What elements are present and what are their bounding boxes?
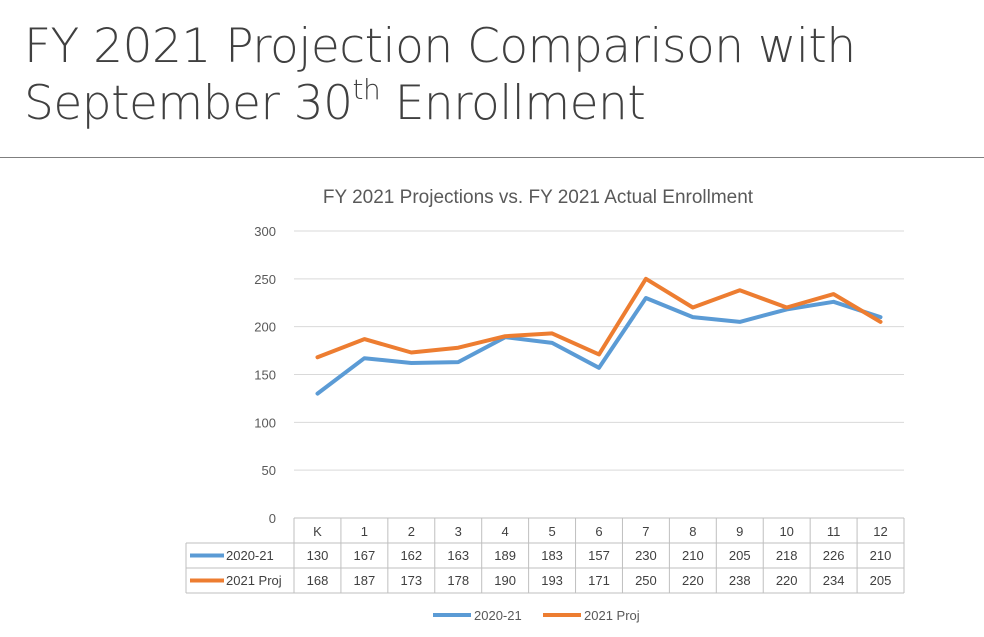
series-line-2: [315, 276, 883, 360]
x-category-label-3: 3: [455, 524, 462, 539]
table-cell-2-3: 178: [447, 573, 469, 588]
table-cell-2-11: 234: [823, 573, 845, 588]
table-cell-2-2: 173: [400, 573, 422, 588]
table-series-label-2: 2021 Proj: [226, 573, 282, 588]
x-category-label-11: 11: [827, 524, 841, 539]
table-cell-1-1: 167: [354, 548, 376, 563]
table-cell-2-10: 220: [776, 573, 798, 588]
table-cell-1-9: 205: [729, 548, 751, 563]
title-line-2: September 30th Enrollment: [24, 75, 964, 132]
y-tick-label-300: 300: [254, 224, 276, 239]
y-tick-label-50: 50: [262, 463, 276, 478]
legend-label-1: 2020-21: [474, 608, 522, 623]
y-tick-label-150: 150: [254, 368, 276, 383]
table-cell-2-12: 205: [870, 573, 892, 588]
title-line-1: FY 2021 Projection Comparison with: [24, 19, 856, 74]
series-line-1: [315, 296, 883, 396]
x-category-label-10: 10: [779, 524, 793, 539]
table-cell-2-8: 220: [682, 573, 704, 588]
x-category-label-2: 2: [408, 524, 415, 539]
table-cell-1-5: 183: [541, 548, 563, 563]
slide-title: FY 2021 Projection Comparison with Septe…: [24, 18, 964, 132]
table-cell-2-4: 190: [494, 573, 516, 588]
x-category-label-K: K: [313, 524, 322, 539]
table-cell-2-6: 171: [588, 573, 610, 588]
table-cell-1-7: 230: [635, 548, 657, 563]
y-tick-label-200: 200: [254, 320, 276, 335]
table-cell-1-3: 163: [447, 548, 469, 563]
x-category-label-6: 6: [595, 524, 602, 539]
x-category-label-1: 1: [361, 524, 368, 539]
chart-title: FY 2021 Projections vs. FY 2021 Actual E…: [323, 187, 754, 208]
title-line-2-end: Enrollment: [380, 76, 646, 131]
title-ordinal-suffix: th: [352, 73, 381, 106]
table-cell-1-8: 210: [682, 548, 704, 563]
table-cell-1-6: 157: [588, 548, 610, 563]
table-cell-2-9: 238: [729, 573, 751, 588]
y-tick-label-100: 100: [254, 415, 276, 430]
x-category-label-4: 4: [502, 524, 509, 539]
x-category-label-5: 5: [548, 524, 555, 539]
title-line-2-main: September 30: [24, 76, 353, 131]
table-cell-1-2: 162: [400, 548, 422, 563]
table-series-label-1: 2020-21: [226, 548, 274, 563]
table-cell-2-K: 168: [307, 573, 329, 588]
x-category-label-8: 8: [689, 524, 696, 539]
table-cell-1-K: 130: [307, 548, 329, 563]
x-category-label-7: 7: [642, 524, 649, 539]
table-cell-2-1: 187: [354, 573, 376, 588]
x-category-label-12: 12: [873, 524, 887, 539]
table-cell-1-10: 218: [776, 548, 798, 563]
x-category-label-9: 9: [736, 524, 743, 539]
table-cell-1-4: 189: [494, 548, 516, 563]
table-cell-2-7: 250: [635, 573, 657, 588]
legend-label-2: 2021 Proj: [584, 608, 640, 623]
table-cell-2-5: 193: [541, 573, 563, 588]
table-cell-1-12: 210: [870, 548, 892, 563]
table-cell-1-11: 226: [823, 548, 845, 563]
y-tick-label-0: 0: [269, 511, 276, 526]
title-divider: [0, 157, 984, 158]
y-tick-label-250: 250: [254, 272, 276, 287]
